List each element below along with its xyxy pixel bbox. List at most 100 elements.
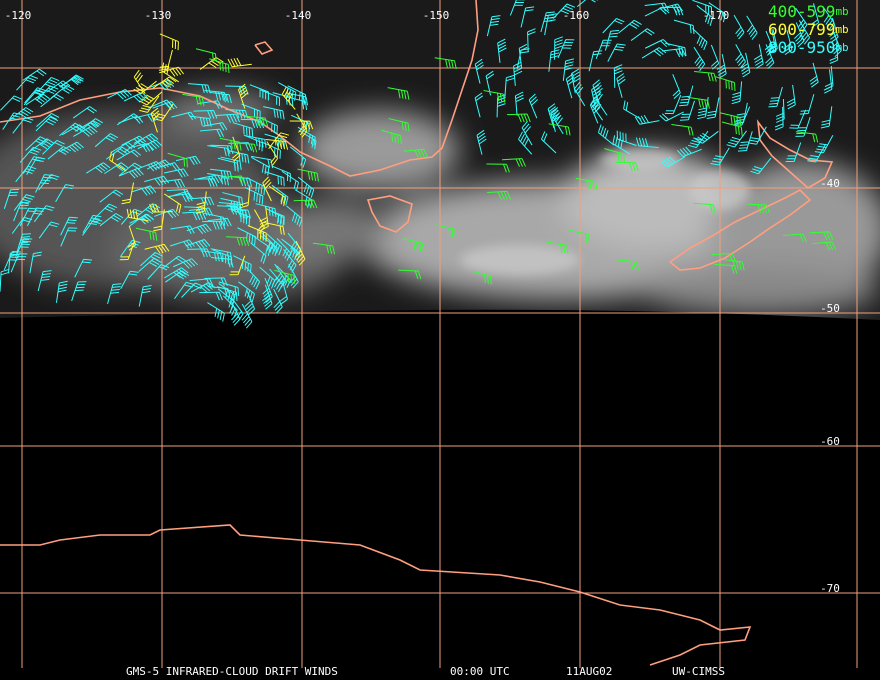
wind-barb xyxy=(616,259,640,271)
wind-barb xyxy=(731,81,743,105)
wind-barb xyxy=(262,176,272,202)
wind-barb xyxy=(518,43,528,69)
footer-text: 11AUG02 xyxy=(566,665,612,678)
wind-barb xyxy=(3,188,20,209)
wind-barb xyxy=(199,128,224,138)
wind-barb xyxy=(497,38,507,63)
wind-barb xyxy=(150,107,161,133)
wind-barb xyxy=(99,189,124,203)
wind-barb xyxy=(123,92,149,103)
wind-barb xyxy=(25,93,50,106)
wind-barb xyxy=(273,288,283,314)
wind-barb xyxy=(520,6,535,28)
wind-barb xyxy=(263,106,285,120)
wind-barb xyxy=(230,208,250,226)
wind-barb xyxy=(502,158,526,167)
legend-label: 600-799 xyxy=(768,20,835,39)
wind-barb xyxy=(571,68,581,94)
wind-barb xyxy=(55,280,68,303)
wind-barb xyxy=(574,81,586,107)
wind-barb xyxy=(249,84,269,101)
wind-barb xyxy=(36,85,59,101)
wind-barb xyxy=(661,48,687,58)
wind-barb xyxy=(706,97,720,119)
wind-barb xyxy=(253,235,271,257)
wind-barb xyxy=(644,39,670,49)
wind-barb xyxy=(268,185,287,207)
coastline xyxy=(0,0,479,177)
wind-barb xyxy=(590,96,604,121)
wind-barb xyxy=(795,116,811,137)
wind-barb xyxy=(37,76,60,93)
wind-barbs xyxy=(0,0,842,329)
wind-barb xyxy=(672,74,681,99)
wind-barb xyxy=(592,79,603,105)
wind-barb xyxy=(232,122,254,137)
wind-barb xyxy=(687,96,710,109)
wind-barb xyxy=(220,197,242,212)
wind-barb xyxy=(746,203,770,214)
wind-barb xyxy=(155,162,180,171)
wind-barb xyxy=(388,118,410,132)
wind-barb xyxy=(260,89,280,106)
wind-barb xyxy=(218,281,240,297)
footer-text: GMS-5 INFRARED-CLOUD DRIFT WINDS xyxy=(126,665,338,678)
longitude-label: -150 xyxy=(423,9,450,22)
wind-barb xyxy=(831,32,842,58)
wind-barb xyxy=(209,91,232,104)
wind-barb xyxy=(635,137,659,149)
wind-barb xyxy=(153,103,174,122)
wind-barb xyxy=(775,99,785,123)
wind-barb xyxy=(568,229,591,244)
wind-barb xyxy=(820,106,833,129)
wind-barb xyxy=(602,18,625,34)
wind-barb xyxy=(795,131,819,143)
wind-barb xyxy=(726,130,747,148)
wind-barb xyxy=(616,130,637,146)
wind-barb xyxy=(279,279,288,305)
wind-barb xyxy=(59,122,83,137)
wind-barb xyxy=(712,252,737,262)
wind-barb xyxy=(474,92,484,118)
wind-barb xyxy=(229,255,246,276)
legend-label: 800-950 xyxy=(768,38,835,57)
wind-barb xyxy=(241,103,261,120)
wind-barb xyxy=(138,285,152,307)
longitude-label: -140 xyxy=(285,9,312,22)
wind-barb xyxy=(19,146,42,163)
wind-barb xyxy=(708,2,726,23)
wind-barb xyxy=(55,184,75,203)
wind-barb xyxy=(266,233,283,256)
wind-barb xyxy=(789,109,807,129)
wind-barb xyxy=(190,196,215,206)
wind-barb xyxy=(144,243,170,254)
wind-barb xyxy=(575,177,598,191)
legend-entry: 400-599mb xyxy=(768,2,849,21)
wind-barb xyxy=(550,107,561,132)
wind-barb xyxy=(133,69,146,95)
wind-barb xyxy=(283,249,297,273)
legend-unit: mb xyxy=(835,5,848,18)
wind-barb xyxy=(823,69,833,94)
wind-barb xyxy=(565,73,576,99)
coastlines xyxy=(0,0,834,666)
wind-barb xyxy=(221,175,246,185)
wind-barb xyxy=(671,123,694,136)
wind-barb xyxy=(202,122,228,131)
wind-barb xyxy=(659,111,684,122)
wind-barb xyxy=(11,216,33,234)
wind-barb xyxy=(163,168,189,178)
coastline xyxy=(0,524,752,666)
wind-barb xyxy=(204,89,228,101)
wind-barb xyxy=(227,208,251,219)
wind-barb xyxy=(138,257,162,272)
wind-barb xyxy=(219,137,242,151)
wind-barb xyxy=(215,113,240,123)
wind-barb xyxy=(60,74,84,88)
wind-barb xyxy=(616,73,626,98)
wind-barb xyxy=(105,146,130,160)
wind-barb xyxy=(294,240,306,266)
wind-barb xyxy=(162,255,186,269)
wind-barb xyxy=(274,269,296,284)
wind-barb xyxy=(189,278,214,288)
